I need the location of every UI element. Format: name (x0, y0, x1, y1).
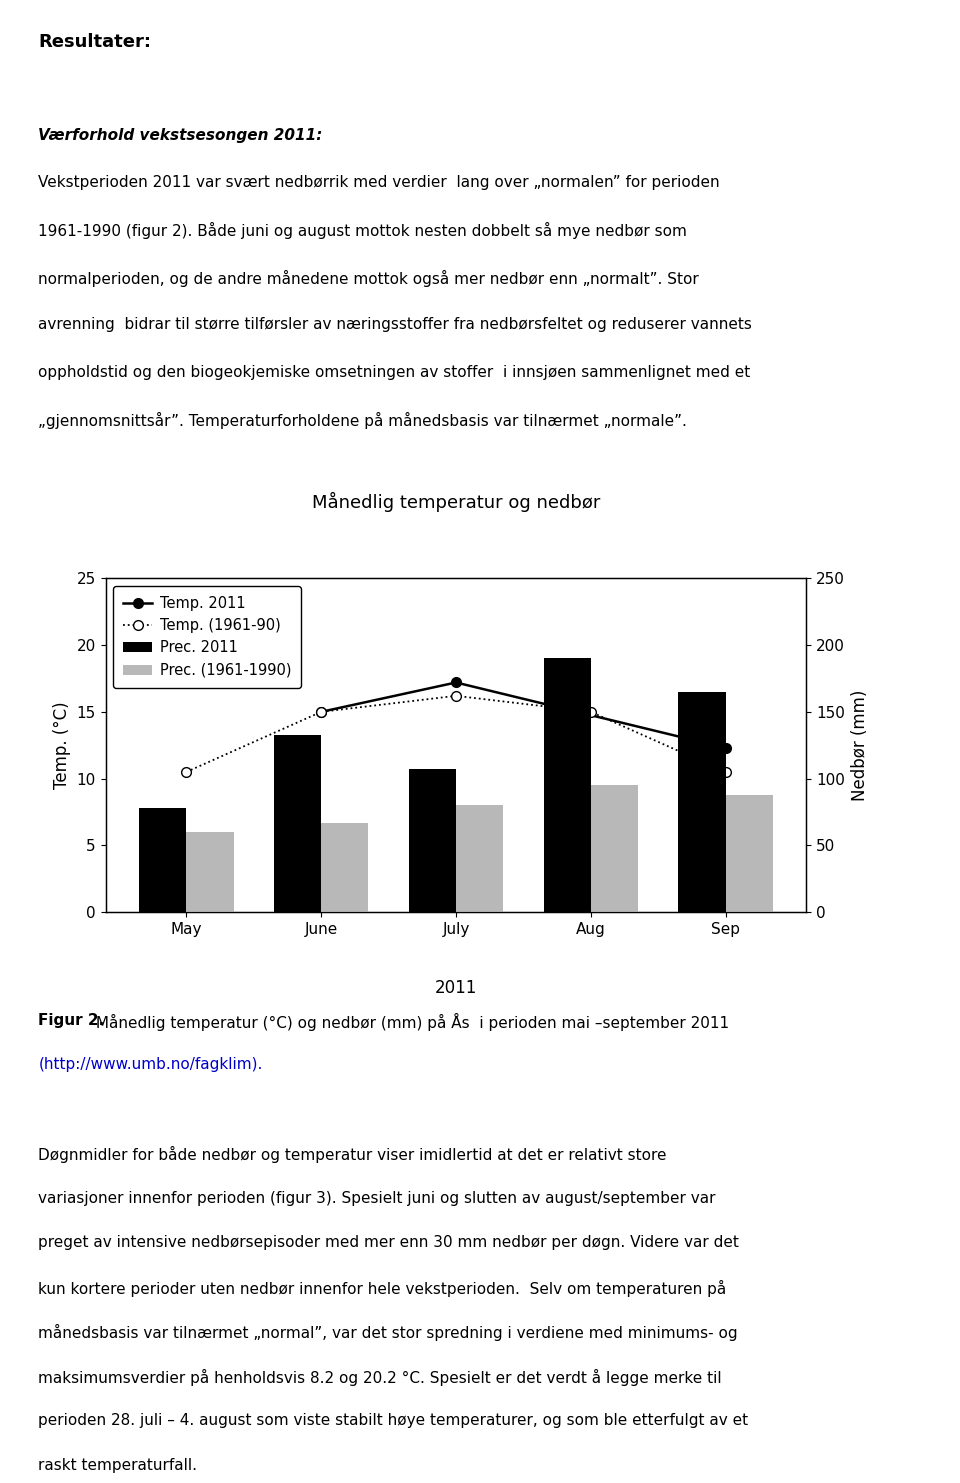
Y-axis label: Nedbør (mm): Nedbør (mm) (851, 690, 869, 801)
Text: perioden 28. juli – 4. august som viste stabilt høye temperaturer, og som ble et: perioden 28. juli – 4. august som viste … (38, 1413, 749, 1428)
Text: maksimumsverdier på henholdsvis 8.2 og 20.2 °C. Spesielt er det verdt å legge me: maksimumsverdier på henholdsvis 8.2 og 2… (38, 1369, 722, 1385)
Text: raskt temperaturfall.: raskt temperaturfall. (38, 1458, 198, 1473)
Legend: Temp. 2011, Temp. (1961-90), Prec. 2011, Prec. (1961-1990): Temp. 2011, Temp. (1961-90), Prec. 2011,… (113, 586, 301, 688)
Text: variasjoner innenfor perioden (figur 3). Spesielt juni og slutten av august/sept: variasjoner innenfor perioden (figur 3).… (38, 1191, 716, 1206)
Text: 2011: 2011 (435, 979, 477, 997)
Bar (543, 658, 590, 912)
Bar (456, 805, 503, 912)
Bar (322, 823, 369, 912)
Text: Månedlig temperatur (°C) og nedbør (mm) på Ås  i perioden mai –september 2011: Månedlig temperatur (°C) og nedbør (mm) … (90, 1013, 729, 1031)
Text: normalperioden, og de andre månedene mottok også mer nedbør enn „normalt”. Stor: normalperioden, og de andre månedene mot… (38, 270, 699, 286)
Bar (590, 786, 638, 912)
Text: kun kortere perioder uten nedbør innenfor hele vekstperioden.  Selv om temperatu: kun kortere perioder uten nedbør innenfo… (38, 1280, 727, 1296)
Bar (409, 770, 456, 912)
Text: oppholdstid og den biogeokjemiske omsetningen av stoffer  i innsjøen sammenligne: oppholdstid og den biogeokjemiske omsetn… (38, 365, 751, 380)
Text: Månedlig temperatur og nedbør: Månedlig temperatur og nedbør (312, 491, 600, 512)
Text: 1961-1990 (figur 2). Både juni og august mottok nesten dobbelt så mye nedbør som: 1961-1990 (figur 2). Både juni og august… (38, 222, 687, 239)
Text: månedsbasis var tilnærmet „normal”, var det stor spredning i verdiene med minimu: månedsbasis var tilnærmet „normal”, var … (38, 1324, 738, 1341)
Text: Resultater:: Resultater: (38, 33, 152, 50)
Bar (274, 734, 322, 912)
Text: Vekstperioden 2011 var svært nedbørrik med verdier  lang over „normalen” for per: Vekstperioden 2011 var svært nedbørrik m… (38, 175, 720, 190)
Bar (186, 832, 233, 912)
Bar (679, 691, 726, 912)
Text: Døgnmidler for både nedbør og temperatur viser imidlertid at det er relativt sto: Døgnmidler for både nedbør og temperatur… (38, 1146, 667, 1163)
Bar (139, 808, 186, 912)
Text: (http://www.umb.no/fagklim).: (http://www.umb.no/fagklim). (38, 1057, 263, 1072)
Bar (726, 795, 773, 912)
Text: preget av intensive nedbørsepisoder med mer enn 30 mm nedbør per døgn. Videre va: preget av intensive nedbørsepisoder med … (38, 1235, 739, 1250)
Y-axis label: Temp. (°C): Temp. (°C) (53, 701, 71, 789)
Text: Værforhold vekstsesongen 2011:: Værforhold vekstsesongen 2011: (38, 128, 323, 142)
Text: Figur 2.: Figur 2. (38, 1013, 105, 1028)
Text: „gjennomsnittsår”. Temperaturforholdene på månedsbasis var tilnærmet „normale”.: „gjennomsnittsår”. Temperaturforholdene … (38, 412, 687, 429)
Text: avrenning  bidrar til større tilførsler av næringsstoffer fra nedbørsfeltet og r: avrenning bidrar til større tilførsler a… (38, 317, 753, 332)
